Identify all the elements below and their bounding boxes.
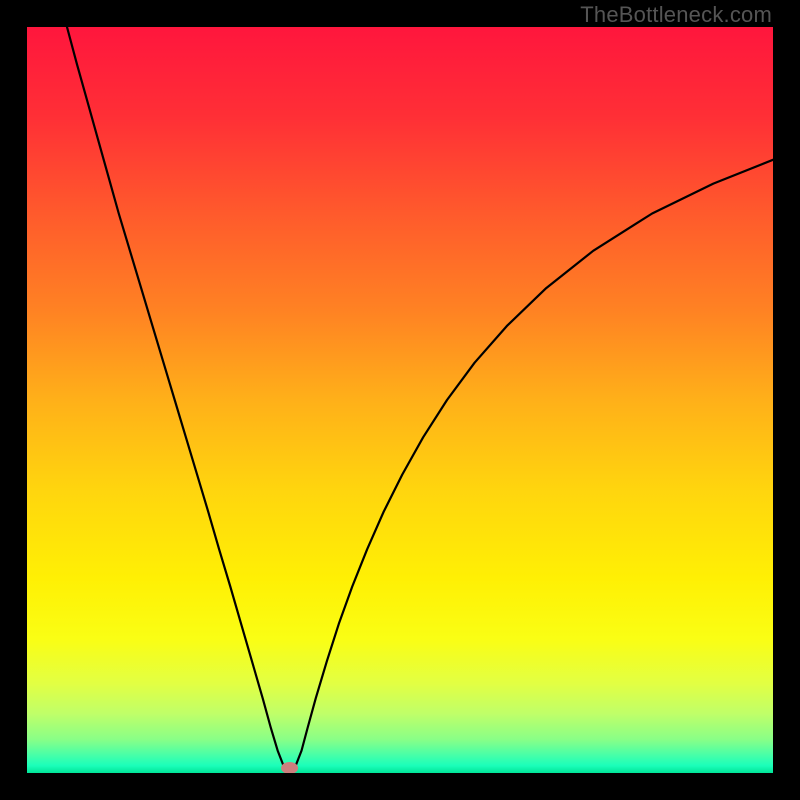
plot-area (27, 27, 773, 773)
gradient-background (27, 27, 773, 773)
watermark-text: TheBottleneck.com (580, 2, 772, 28)
plot-svg (27, 27, 773, 773)
chart-frame: TheBottleneck.com (0, 0, 800, 800)
